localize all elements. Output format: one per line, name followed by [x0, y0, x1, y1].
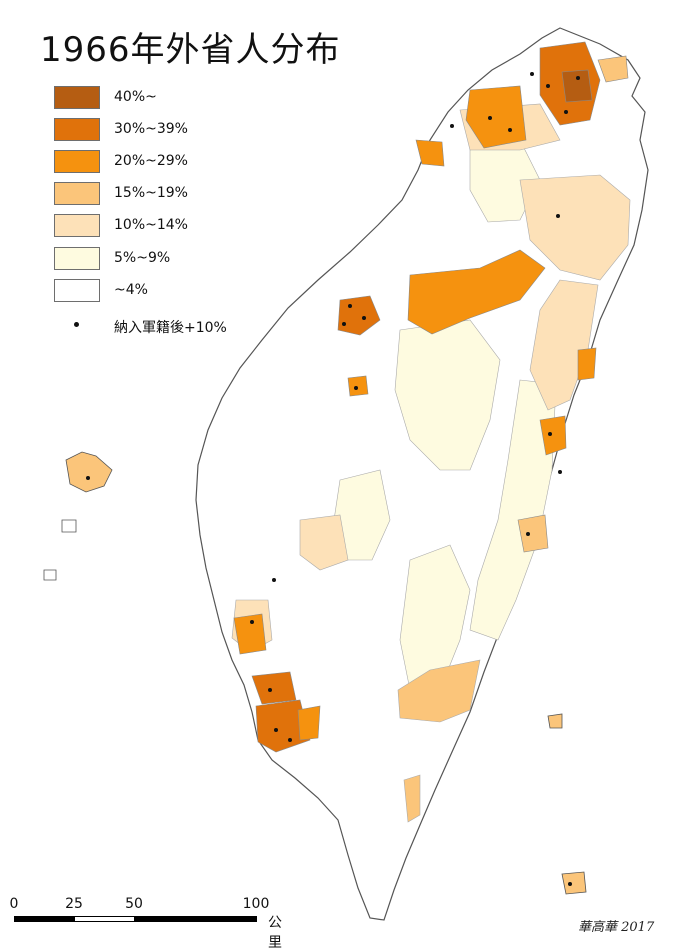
marker-layer	[86, 72, 580, 886]
region-chiayi	[233, 613, 267, 655]
region-yilan-hills	[519, 174, 631, 281]
legend-item-marker: 納入軍籍後+10%	[54, 314, 274, 340]
marker-dot	[86, 476, 90, 480]
legend-label: 納入軍籍後+10%	[114, 320, 227, 336]
legend-item: 15%~19%	[54, 182, 274, 208]
region-kaohsiung	[255, 699, 311, 753]
green-island	[547, 713, 563, 729]
legend-swatch	[54, 182, 100, 205]
penghu-islet-b	[43, 569, 57, 581]
region-taipei-core	[561, 69, 593, 103]
marker-dot	[568, 882, 572, 886]
legend-label: 15%~19%	[114, 185, 188, 201]
legend-label: 30%~39%	[114, 121, 188, 137]
region-taoyuan	[465, 85, 527, 149]
region-central-mountains	[394, 319, 501, 471]
region-taitung	[517, 514, 549, 553]
marker-dot	[548, 432, 552, 436]
legend-item: 20%~29%	[54, 150, 274, 176]
marker-dot	[526, 532, 530, 536]
marker-dot	[576, 76, 580, 80]
legend-item: 10%~14%	[54, 214, 274, 240]
legend-swatch	[54, 150, 100, 173]
scale-tick-label: 0	[9, 896, 19, 912]
legend-label: 10%~14%	[114, 217, 188, 233]
region-south-mountains	[399, 544, 471, 691]
region-tainan-a	[251, 671, 297, 705]
map-title: 1966年外省人分布	[40, 30, 341, 70]
penghu-islands	[65, 451, 113, 493]
legend-swatch	[54, 86, 100, 109]
marker-dot	[558, 470, 562, 474]
region-keelung	[597, 55, 629, 83]
region-central-orange	[407, 249, 546, 335]
legend-label: 5%~9%	[114, 250, 171, 266]
scale-tick-label: 50	[125, 896, 143, 912]
marker-dot	[508, 128, 512, 132]
legend-item: 30%~39%	[54, 118, 274, 144]
legend-swatch	[54, 279, 100, 302]
marker-dot	[272, 578, 276, 582]
legend-label: 20%~29%	[114, 153, 188, 169]
marker-dot	[342, 322, 346, 326]
marker-dot	[348, 304, 352, 308]
region-kaohsiung-east	[297, 705, 321, 741]
scale-segment	[14, 916, 75, 922]
scale-tick-label: 100	[242, 896, 270, 912]
marker-dot	[250, 620, 254, 624]
legend-item: 5%~9%	[54, 247, 274, 273]
scale-segment	[74, 916, 135, 922]
marker-dot	[556, 214, 560, 218]
marker-dot	[564, 110, 568, 114]
legend-swatch	[54, 247, 100, 270]
marker-dot-icon	[74, 322, 79, 327]
legend-item: ~4%	[54, 279, 274, 305]
region-changhua-town	[347, 375, 369, 397]
scale-tick-label: 25	[65, 896, 83, 912]
marker-dot	[362, 316, 366, 320]
scale-unit: 公里	[268, 915, 282, 951]
region-central-town	[299, 514, 349, 571]
scale-segment	[134, 916, 257, 922]
region-pingtung-strip	[403, 774, 421, 823]
marker-dot	[274, 728, 278, 732]
marker-dot	[450, 124, 454, 128]
legend-label: ~4%	[114, 282, 148, 298]
credit-text: 華高華 2017	[578, 920, 655, 935]
region-southeast	[397, 659, 481, 723]
region-east-coast	[529, 279, 599, 411]
marker-dot	[488, 116, 492, 120]
marker-dot	[546, 84, 550, 88]
legend-label: 40%~	[114, 89, 157, 105]
marker-dot	[268, 688, 272, 692]
legend-swatch	[54, 214, 100, 237]
orchid-island	[561, 871, 587, 895]
legend-swatch	[54, 118, 100, 141]
penghu-islet-a	[61, 519, 77, 533]
region-hsinchu	[415, 139, 445, 167]
taiwan-island	[195, 27, 649, 921]
marker-dot	[530, 72, 534, 76]
marker-dot	[354, 386, 358, 390]
region-east-coast-town	[577, 347, 597, 381]
legend-item: 40%~	[54, 86, 274, 112]
region-hualien	[539, 415, 567, 456]
marker-dot	[288, 738, 292, 742]
